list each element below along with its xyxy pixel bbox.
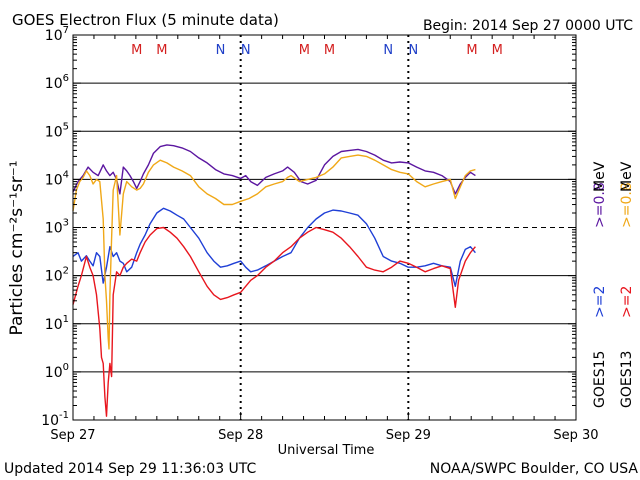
series-layer bbox=[72, 144, 476, 417]
satellite-marker: M bbox=[492, 43, 503, 58]
x-tick-label: Sep 30 bbox=[553, 428, 598, 443]
y-axis-ticks bbox=[73, 34, 576, 421]
y-tick-label: 103 bbox=[45, 218, 69, 237]
updated-timestamp: Updated 2014 Sep 29 11:36:03 UTC bbox=[4, 461, 257, 477]
satellite-marker: M bbox=[466, 43, 477, 58]
satellite-marker: N bbox=[241, 43, 251, 58]
begin-time-label: Begin: 2014 Sep 27 0000 UTC bbox=[423, 18, 633, 34]
x-tick-label: Sep 27 bbox=[50, 428, 95, 443]
y-axis-label: Particles cm⁻²s⁻¹sr⁻¹ bbox=[7, 160, 27, 335]
y-tick-label: 105 bbox=[45, 121, 69, 140]
satellite-marker: N bbox=[408, 43, 418, 58]
gridlines bbox=[73, 82, 576, 373]
x-axis-label: Universal Time bbox=[278, 443, 375, 458]
chart-title: GOES Electron Flux (5 minute data) bbox=[12, 11, 279, 29]
y-tick-label: 10-1 bbox=[41, 410, 69, 429]
legend: GOES15 >=2 >=0.8 MeV GOES13 >=2 >=0.8 Me… bbox=[592, 161, 635, 408]
legend-goes15-high-label: >=2 bbox=[592, 286, 608, 318]
legend-goes15-label: GOES15 bbox=[592, 351, 608, 408]
legend-goes13-low-label: >=0.8 bbox=[619, 182, 635, 228]
x-tick-label: Sep 29 bbox=[386, 428, 431, 443]
satellite-marker: M bbox=[324, 43, 335, 58]
satellite-marker: M bbox=[156, 43, 167, 58]
series-line bbox=[72, 226, 476, 417]
satellite-marker: N bbox=[216, 43, 226, 58]
satellite-marker: M bbox=[299, 43, 310, 58]
y-tick-label: 101 bbox=[45, 314, 69, 333]
series-line bbox=[72, 154, 476, 350]
y-tick-label: 106 bbox=[45, 73, 69, 92]
credit-label: NOAA/SWPC Boulder, CO USA bbox=[430, 461, 639, 477]
x-axis-tick-labels: Sep 27 Sep 28 Sep 29 Sep 30 bbox=[50, 428, 598, 443]
series-line bbox=[72, 144, 476, 195]
legend-unit-label-right: MeV bbox=[619, 161, 635, 192]
satellite-marker: N bbox=[383, 43, 393, 58]
legend-goes13-high-label: >=2 bbox=[619, 286, 635, 318]
y-tick-label: 104 bbox=[45, 169, 69, 188]
y-tick-label: 107 bbox=[45, 25, 69, 44]
day-separators bbox=[239, 35, 410, 420]
legend-unit-label-left: MeV bbox=[592, 161, 608, 192]
y-tick-label: 100 bbox=[45, 362, 69, 381]
x-tick-label: Sep 28 bbox=[218, 428, 263, 443]
legend-goes15-low-label: >=0.8 bbox=[592, 182, 608, 228]
series-line bbox=[72, 207, 476, 287]
y-axis-tick-labels: 107 106 105 104 103 102 101 100 10-1 bbox=[41, 25, 69, 429]
legend-goes13-label: GOES13 bbox=[619, 351, 635, 408]
satellite-marker: M bbox=[131, 43, 142, 58]
y-tick-label: 102 bbox=[45, 266, 69, 285]
x-axis-ticks bbox=[72, 35, 577, 420]
